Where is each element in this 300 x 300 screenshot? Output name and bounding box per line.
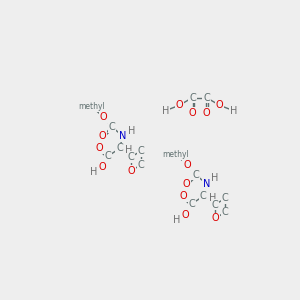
Text: O: O bbox=[182, 210, 189, 220]
Text: C: C bbox=[138, 146, 145, 156]
Text: C: C bbox=[212, 200, 218, 210]
Text: H: H bbox=[162, 106, 169, 116]
Text: O: O bbox=[211, 214, 219, 224]
Text: C: C bbox=[222, 207, 228, 217]
Text: C: C bbox=[222, 194, 228, 203]
Text: H: H bbox=[230, 106, 237, 116]
Text: H: H bbox=[125, 145, 133, 155]
Text: O: O bbox=[100, 112, 107, 122]
Text: C: C bbox=[188, 199, 195, 209]
Text: O: O bbox=[98, 162, 106, 172]
Text: O: O bbox=[179, 191, 187, 201]
Text: H: H bbox=[211, 173, 219, 184]
Text: O: O bbox=[189, 108, 196, 118]
Text: C: C bbox=[203, 93, 210, 103]
Text: N: N bbox=[119, 131, 126, 141]
Text: H: H bbox=[90, 167, 97, 177]
Text: O: O bbox=[96, 143, 103, 153]
Text: C: C bbox=[138, 160, 145, 170]
Text: H: H bbox=[128, 126, 135, 136]
Text: O: O bbox=[216, 100, 224, 110]
Text: C: C bbox=[109, 122, 115, 132]
Text: C: C bbox=[116, 143, 123, 153]
Text: O: O bbox=[182, 179, 190, 189]
Text: H: H bbox=[209, 193, 216, 203]
Text: O: O bbox=[128, 166, 135, 176]
Text: O: O bbox=[202, 108, 210, 118]
Text: C: C bbox=[192, 169, 199, 180]
Text: C: C bbox=[189, 93, 196, 103]
Text: O: O bbox=[183, 160, 191, 170]
Text: methyl: methyl bbox=[78, 102, 105, 111]
Text: O: O bbox=[176, 100, 183, 110]
Text: C: C bbox=[128, 152, 135, 162]
Text: O: O bbox=[99, 131, 106, 141]
Text: C: C bbox=[105, 151, 111, 161]
Text: N: N bbox=[203, 179, 210, 189]
Text: H: H bbox=[173, 215, 181, 225]
Text: C: C bbox=[200, 191, 207, 201]
Text: methyl: methyl bbox=[162, 150, 189, 159]
